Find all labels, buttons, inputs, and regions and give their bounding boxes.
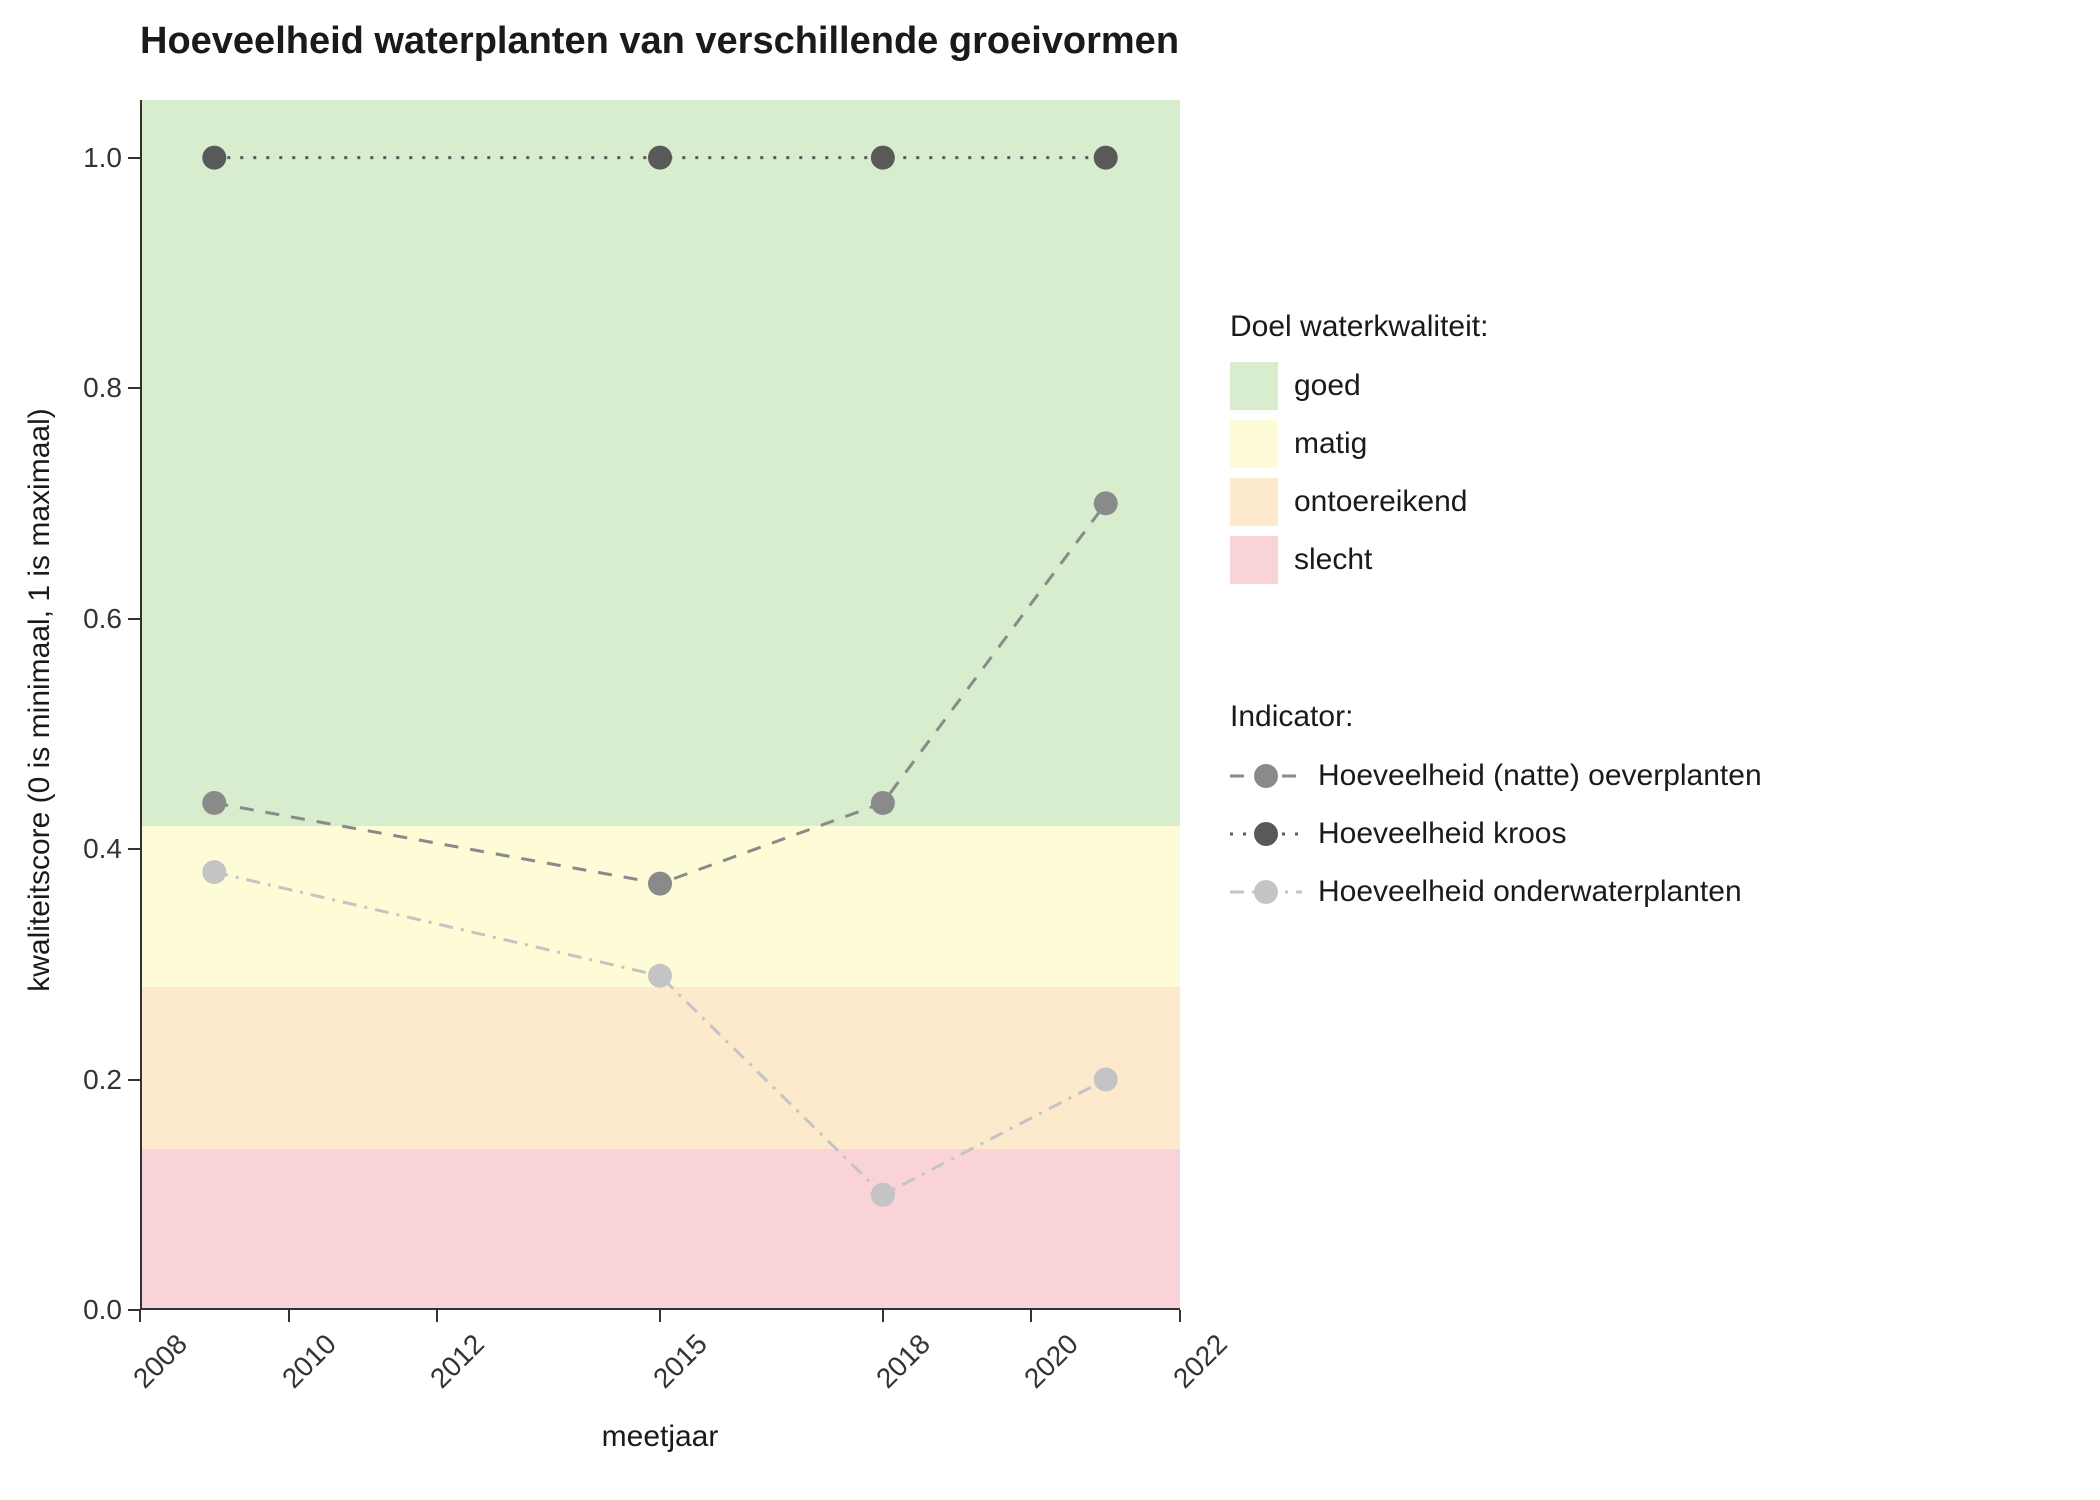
series-point bbox=[648, 964, 672, 988]
series-point bbox=[871, 791, 895, 815]
legend-indicator-item: Hoeveelheid kroos bbox=[1230, 810, 1762, 858]
x-tick bbox=[882, 1310, 884, 1322]
series-point bbox=[202, 860, 226, 884]
plot-area: 0.00.20.40.60.81.02008201020122015201820… bbox=[140, 100, 1180, 1310]
y-tick-label: 0.0 bbox=[83, 1294, 122, 1326]
series-line bbox=[214, 872, 1105, 1195]
y-tick-label: 0.2 bbox=[83, 1064, 122, 1096]
legend-quality-item: matig bbox=[1230, 420, 1488, 468]
legend-swatch bbox=[1230, 420, 1278, 468]
y-tick bbox=[128, 618, 140, 620]
series-point bbox=[871, 146, 895, 170]
series-point bbox=[202, 791, 226, 815]
x-tick-label: 2018 bbox=[870, 1328, 937, 1395]
series-line bbox=[214, 503, 1105, 883]
legend-swatch bbox=[1230, 362, 1278, 410]
legend-swatch bbox=[1230, 478, 1278, 526]
x-tick-label: 2020 bbox=[1019, 1328, 1086, 1395]
series-point bbox=[1094, 1068, 1118, 1092]
legend-quality-title: Doel waterkwaliteit: bbox=[1230, 310, 1488, 344]
series-point bbox=[648, 872, 672, 896]
legend-line-swatch bbox=[1230, 868, 1302, 916]
legend-label: matig bbox=[1294, 427, 1367, 461]
y-tick-label: 0.8 bbox=[83, 372, 122, 404]
series-point bbox=[202, 146, 226, 170]
y-tick-label: 0.4 bbox=[83, 833, 122, 865]
x-tick bbox=[659, 1310, 661, 1322]
x-tick-label: 2022 bbox=[1167, 1328, 1234, 1395]
legend-label: Hoeveelheid kroos bbox=[1318, 817, 1566, 851]
series-point bbox=[1094, 146, 1118, 170]
y-tick bbox=[128, 848, 140, 850]
y-tick bbox=[128, 1079, 140, 1081]
y-tick-label: 0.6 bbox=[83, 603, 122, 635]
legend-label: goed bbox=[1294, 369, 1361, 403]
legend-label: Hoeveelheid onderwaterplanten bbox=[1318, 875, 1742, 909]
series-point bbox=[1094, 491, 1118, 515]
legend-label: slecht bbox=[1294, 543, 1372, 577]
x-tick-label: 2015 bbox=[647, 1328, 714, 1395]
y-axis-title: kwaliteitscore (0 is minimaal, 1 is maxi… bbox=[23, 408, 57, 991]
legend-indicator-item: Hoeveelheid onderwaterplanten bbox=[1230, 868, 1762, 916]
legend-quality-item: ontoereikend bbox=[1230, 478, 1488, 526]
y-tick bbox=[128, 387, 140, 389]
chart-svg bbox=[140, 100, 1180, 1310]
legend-quality-item: goed bbox=[1230, 362, 1488, 410]
y-tick bbox=[128, 157, 140, 159]
x-tick-label: 2010 bbox=[276, 1328, 343, 1395]
x-axis-title: meetjaar bbox=[602, 1420, 719, 1454]
legend-swatch bbox=[1230, 536, 1278, 584]
chart-container: Hoeveelheid waterplanten van verschillen… bbox=[0, 0, 2100, 1500]
x-tick bbox=[288, 1310, 290, 1322]
x-tick-label: 2008 bbox=[127, 1328, 194, 1395]
x-tick bbox=[1179, 1310, 1181, 1322]
legend-quality-item: slecht bbox=[1230, 536, 1488, 584]
x-tick-label: 2012 bbox=[424, 1328, 491, 1395]
series-point bbox=[648, 146, 672, 170]
legend-label: Hoeveelheid (natte) oeverplanten bbox=[1318, 759, 1762, 793]
y-tick-label: 1.0 bbox=[83, 142, 122, 174]
legend-line-swatch bbox=[1230, 810, 1302, 858]
series-point bbox=[871, 1183, 895, 1207]
x-tick bbox=[139, 1310, 141, 1322]
legend-line-swatch bbox=[1230, 752, 1302, 800]
legend-quality: Doel waterkwaliteit: goed matig ontoereike… bbox=[1230, 310, 1488, 594]
legend-indicator: Indicator: Hoeveelheid (natte) oeverplan… bbox=[1230, 700, 1762, 926]
x-tick bbox=[1030, 1310, 1032, 1322]
legend-indicator-item: Hoeveelheid (natte) oeverplanten bbox=[1230, 752, 1762, 800]
chart-title: Hoeveelheid waterplanten van verschillen… bbox=[140, 20, 1179, 63]
legend-indicator-title: Indicator: bbox=[1230, 700, 1762, 734]
legend-label: ontoereikend bbox=[1294, 485, 1467, 519]
x-tick bbox=[436, 1310, 438, 1322]
